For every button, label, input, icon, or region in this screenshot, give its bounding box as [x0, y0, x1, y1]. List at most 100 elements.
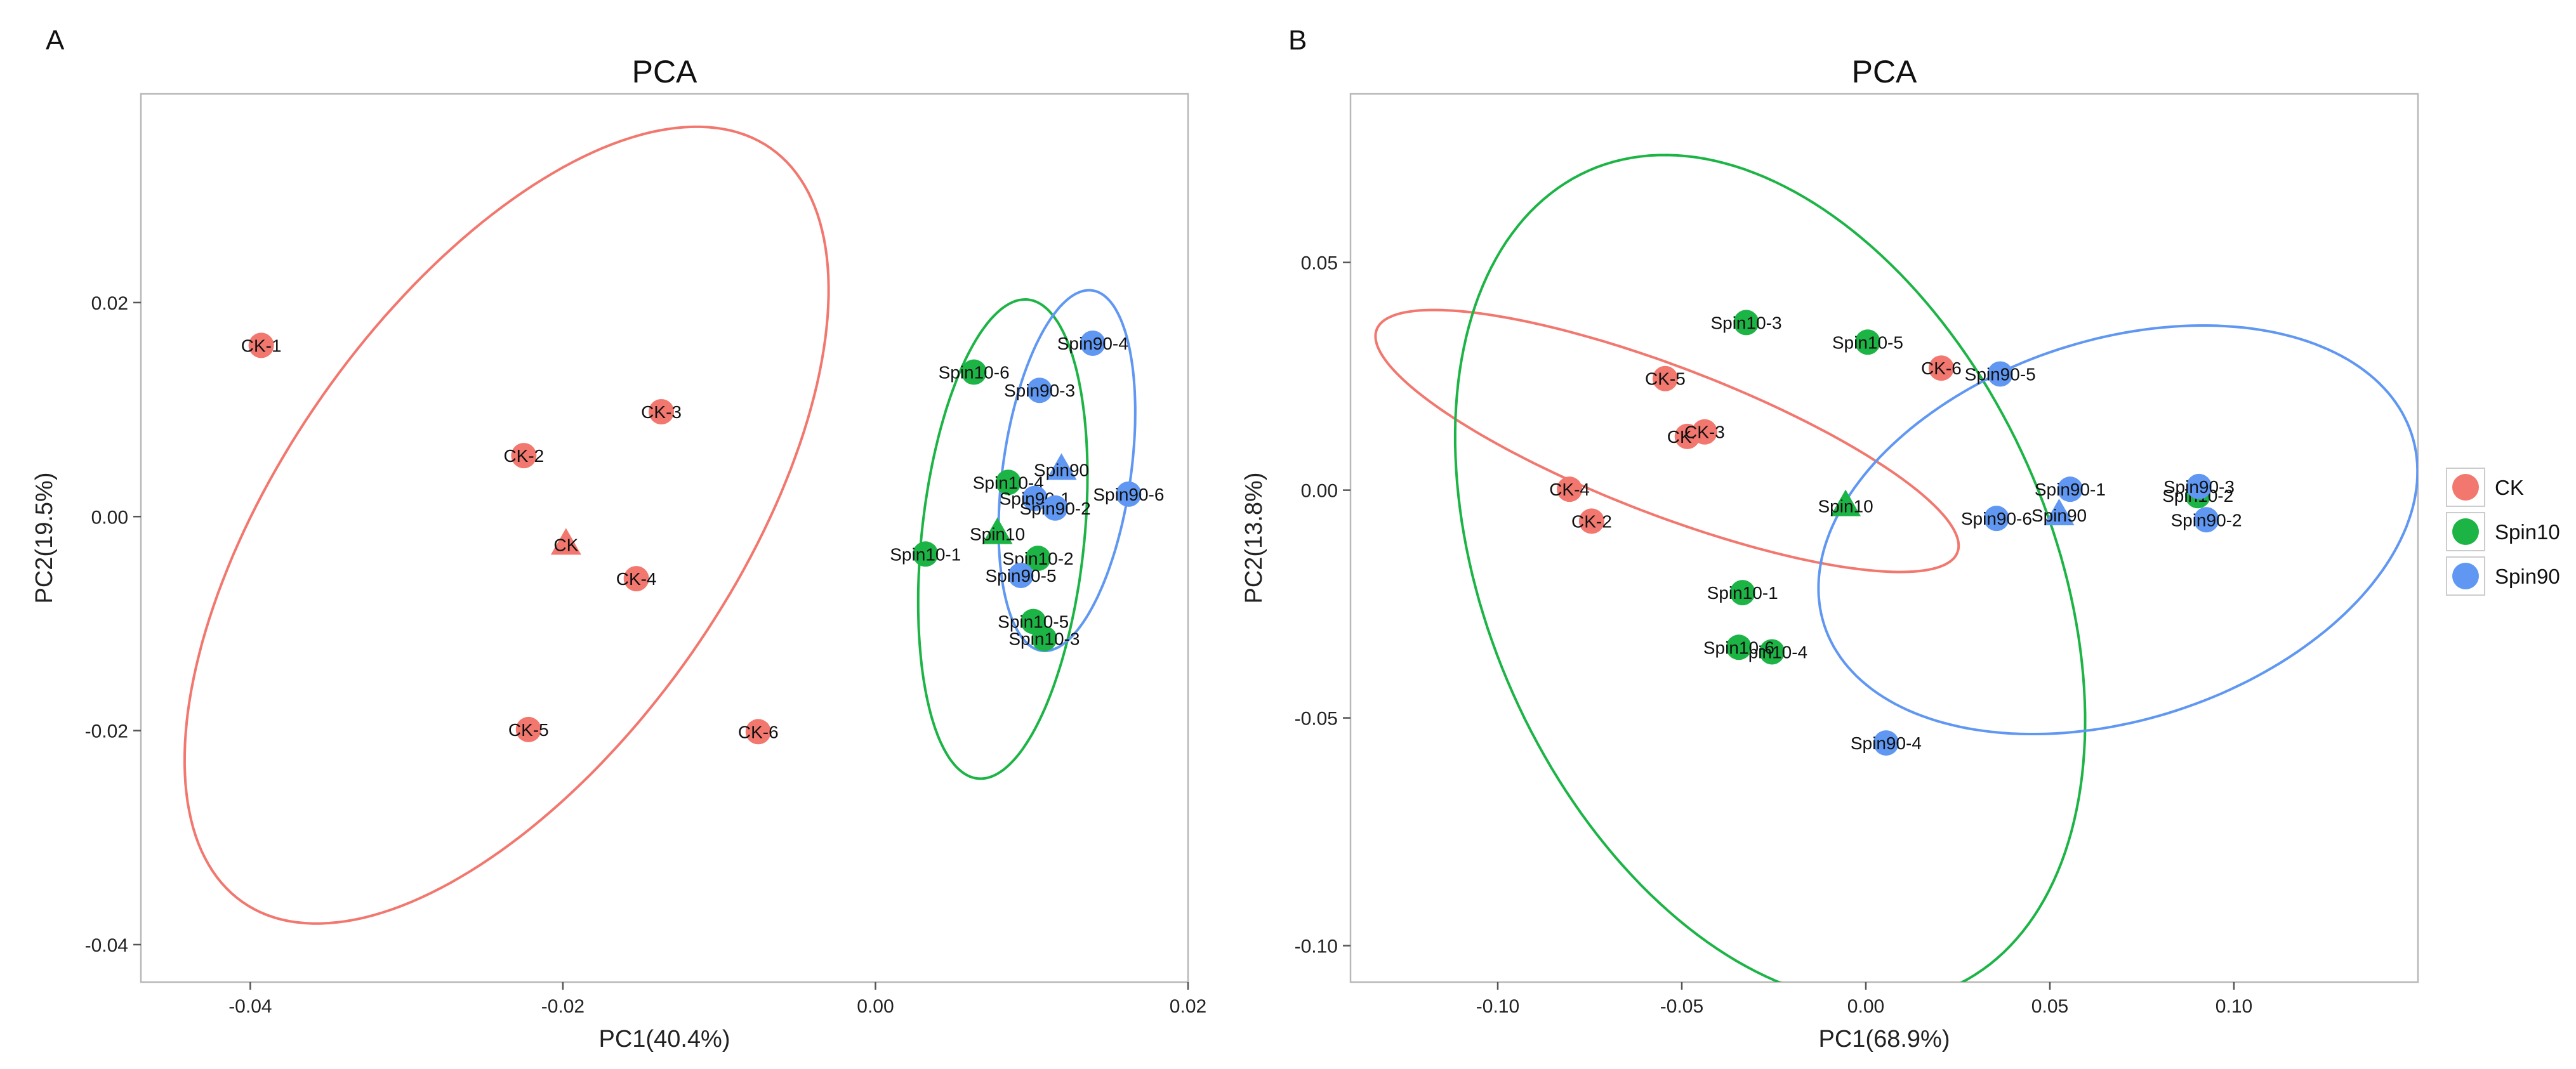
point-label: Spin90-6 — [1093, 485, 1164, 504]
point-label: Spin90-1 — [2035, 480, 2106, 499]
confidence-ellipses — [1374, 154, 2418, 982]
point-label: Spin10-5 — [1832, 332, 1903, 352]
point-spin10-5 — [1020, 608, 1047, 634]
point-spin90-2 — [1042, 495, 1068, 521]
ellipse-ck — [183, 125, 830, 925]
legend-marker-ck — [2452, 474, 2479, 501]
point-label: Spin90-5 — [1965, 365, 2036, 384]
point-spin90-1 — [1022, 485, 1048, 511]
y-axis-label: PC2(19.5%) — [31, 473, 58, 604]
y-tick-label: 0.00 — [91, 507, 128, 528]
point-ck-5 — [1652, 365, 1678, 391]
point-label: Spin10-6 — [939, 363, 1010, 383]
y-tick-label: 0.05 — [1301, 253, 1338, 274]
point-spin90-2 — [2193, 507, 2219, 533]
point-label: CK-3 — [641, 402, 682, 422]
ellipse-spin10 — [1453, 154, 2087, 982]
ellipse-spin90 — [997, 289, 1137, 652]
x-tick-label: -0.04 — [228, 996, 272, 1017]
point-label: Spin90-2 — [1020, 499, 1091, 518]
point-label: Spin90-6 — [1961, 509, 2032, 528]
legend-marker-spin90 — [2452, 563, 2479, 589]
x-tick-label: 0.10 — [2216, 996, 2252, 1017]
y-tick-label: -0.05 — [1295, 709, 1338, 730]
x-axis-label: PC1(40.4%) — [599, 1026, 730, 1053]
confidence-ellipses — [183, 125, 1137, 925]
point-label: CK-4 — [616, 569, 657, 589]
x-tick-label: -0.10 — [1476, 996, 1519, 1017]
point-ck-5 — [515, 716, 541, 742]
point-spin10-3 — [1733, 310, 1759, 336]
y-tick-label: 0.02 — [91, 293, 128, 314]
point-spin90-3 — [2186, 473, 2212, 499]
point-spin10-6 — [1726, 634, 1752, 660]
ellipse-ck — [1374, 308, 1960, 574]
point-label: CK-5 — [1645, 369, 1686, 389]
point-spin90-3 — [1027, 377, 1053, 403]
point-label: CK-4 — [1549, 480, 1590, 499]
legend: CK Spin10 Spin90 — [2446, 468, 2560, 596]
ellipse-spin90 — [1817, 324, 2418, 735]
legend-label: Spin10 — [2495, 520, 2560, 544]
point-label: CK-5 — [508, 720, 549, 740]
point-ck-2 — [511, 443, 537, 469]
plot-area — [140, 93, 1189, 983]
centroid-spin90 — [1046, 453, 1077, 480]
panel-tag: A — [46, 25, 65, 56]
centroid-label: Spin90 — [1034, 460, 1089, 480]
point-ck-2 — [1578, 508, 1604, 534]
point-label: CK-2 — [1571, 511, 1612, 531]
point-label: Spin90-2 — [2170, 510, 2242, 530]
point-spin10-1 — [1729, 580, 1755, 606]
centroid-label: Spin10 — [970, 525, 1025, 544]
point-label: Spin10-6 — [1703, 638, 1774, 657]
point-ck-1 — [248, 332, 274, 358]
point-ck-4 — [1557, 476, 1583, 502]
point-ck-4 — [623, 566, 649, 592]
point-spin90-5 — [1008, 563, 1034, 589]
point-spin90-1 — [2057, 476, 2083, 502]
panel-tag: B — [1288, 25, 1307, 56]
legend-label: Spin90 — [2495, 565, 2560, 588]
point-label: Spin10-3 — [1710, 313, 1781, 332]
point-spin10-2 — [1025, 546, 1051, 572]
y-tick-label: -0.02 — [85, 721, 128, 742]
centroid-label: CK — [553, 535, 578, 554]
panel-b: B PCA -0.10 -0.05 0.00 0.05 0.10 -0.10 -0.05 0.00… — [1241, 25, 2419, 1053]
plot-title: PCA — [1852, 54, 1917, 89]
y-tick-label: 0.00 — [1301, 481, 1338, 502]
point-spin10-1 — [913, 541, 939, 567]
point-label: Spin90-4 — [1057, 334, 1128, 353]
point-label: Spin10-1 — [1707, 583, 1778, 603]
centroid-ck — [550, 528, 581, 555]
point-spin10-6 — [961, 359, 987, 385]
point-label: Spin10-5 — [998, 612, 1069, 632]
x-axis-label: PC1(68.9%) — [1819, 1026, 1950, 1053]
y-axis-label: PC2(13.8%) — [1241, 473, 1267, 604]
group-centroids: Spin10 Spin90 — [1818, 489, 2087, 525]
point-ck-6 — [745, 719, 771, 745]
legend-label: CK — [2495, 476, 2524, 499]
point-label: Spin90-3 — [2163, 477, 2235, 497]
point-spin10-4 — [1759, 639, 1785, 665]
x-tick-label: -0.02 — [541, 996, 585, 1017]
point-spin10-4 — [995, 469, 1021, 495]
group-centroids: CK Spin10 Spin90 — [550, 453, 1089, 555]
point-label: Spin90-5 — [985, 566, 1056, 586]
x-tick-label: 0.00 — [857, 996, 894, 1017]
panel-a: A PCA -0.04 -0.02 0.00 0.02 -0.04 -0.02 0.00 0.02… — [31, 25, 1206, 1053]
ellipse-spin10 — [916, 298, 1089, 780]
point-spin90-5 — [1987, 361, 2013, 387]
point-spin90-6 — [1116, 481, 1142, 507]
y-tick-label: -0.04 — [85, 935, 128, 956]
centroid-spin90 — [2044, 498, 2075, 525]
point-spin10-5 — [1854, 329, 1880, 355]
y-tick-label: -0.10 — [1295, 936, 1338, 957]
point-ck-3 — [649, 398, 675, 424]
point-label: Spin90-4 — [1851, 733, 1922, 753]
sample-points: CK-1CK-2CK-3CK-4CK-5CK-6Spin10-1Spin10-2… — [1549, 310, 2242, 756]
x-tick-label: 0.05 — [2031, 996, 2068, 1017]
centroid-spin10 — [1830, 489, 1861, 516]
